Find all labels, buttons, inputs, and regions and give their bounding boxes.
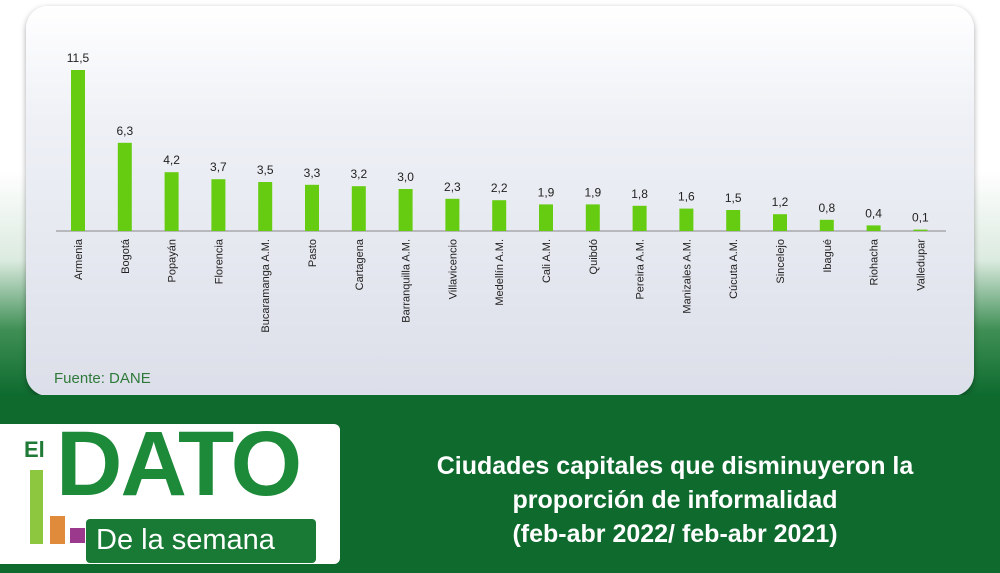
category-label: Cali A.M. — [541, 239, 553, 283]
headline-line-2: proporción de informalidad — [512, 485, 838, 514]
logo-subtitle: De la semana — [96, 524, 275, 556]
value-label: 3,7 — [210, 160, 227, 174]
value-label: 0,1 — [912, 211, 929, 225]
value-label: 0,8 — [818, 201, 835, 215]
bar — [632, 205, 647, 231]
category-label: Valledupar — [915, 239, 927, 291]
category-label: Popayán — [167, 239, 179, 282]
category-label: Florencia — [213, 238, 225, 284]
source-label: Fuente: DANE — [54, 370, 151, 387]
value-label: 0,4 — [865, 206, 882, 220]
bar — [866, 225, 881, 231]
logo-bar-purple — [70, 528, 85, 543]
logo-dato-text: DATO — [56, 413, 302, 515]
headline: Ciudades capitales que disminuyeron la p… — [380, 450, 970, 551]
bar — [492, 200, 507, 231]
category-label: Villavicencio — [447, 239, 459, 299]
bar — [164, 172, 179, 231]
value-label: 3,5 — [257, 163, 274, 177]
category-label: Cúcuta A.M. — [728, 239, 740, 299]
value-label: 2,2 — [491, 181, 508, 195]
value-label: 11,5 — [67, 51, 90, 65]
value-label: 1,5 — [725, 191, 742, 205]
bar — [445, 198, 460, 231]
bar — [351, 186, 366, 231]
category-label: Armenia — [73, 238, 85, 280]
bar — [211, 179, 226, 231]
category-label: Bucaramanga A.M. — [260, 239, 272, 333]
bar — [773, 214, 787, 231]
value-label: 1,6 — [678, 190, 695, 204]
category-label: Pereira A.M. — [635, 239, 647, 300]
bar — [726, 210, 741, 231]
category-label: Sincelejo — [775, 239, 787, 284]
bar — [539, 204, 553, 231]
category-label: Bogotá — [120, 238, 132, 274]
logo-bar-orange — [50, 516, 65, 544]
bar — [819, 219, 834, 231]
headline-line-3: (feb-abr 2022/ feb-abr 2021) — [512, 519, 838, 548]
bar-chart: 11,5 Armenia 6,3 Bogotá 4,2 Popayán 3,7 Florenc… — [56, 51, 946, 333]
category-label: Ibagué — [822, 239, 834, 273]
category-label: Quibdó — [588, 239, 600, 274]
bar — [585, 204, 600, 231]
headline-line-1: Ciudades capitales que disminuyeron la — [436, 452, 914, 480]
category-label: Pasto — [307, 239, 319, 267]
value-label: 3,0 — [397, 170, 414, 184]
value-label: 1,9 — [538, 185, 555, 199]
value-label: 1,8 — [631, 187, 648, 201]
bar — [679, 208, 694, 231]
chart-card: 11,5 Armenia 6,3 Bogotá 4,2 Popayán 3,7 Florenc… — [26, 6, 974, 396]
bar — [398, 189, 413, 231]
bar — [71, 70, 85, 231]
bar — [117, 142, 132, 231]
bar — [258, 182, 273, 231]
value-label: 4,2 — [163, 153, 180, 167]
value-label: 2,3 — [444, 180, 461, 194]
value-label: 1,2 — [772, 195, 789, 209]
value-label: 1,9 — [584, 185, 601, 199]
category-label: Barranquilla A.M. — [401, 239, 413, 323]
logo-subtitle-box — [86, 519, 316, 563]
category-label: Manizales A.M. — [681, 239, 693, 314]
category-label: Cartagena — [354, 238, 366, 290]
value-label: 3,3 — [304, 166, 321, 180]
value-label: 3,2 — [350, 167, 367, 181]
category-label: Riohacha — [869, 238, 881, 285]
bar — [305, 184, 319, 231]
logo-bar-green — [30, 470, 43, 544]
value-label: 6,3 — [116, 124, 133, 138]
category-label: Medellín A.M. — [494, 239, 506, 306]
bar — [913, 229, 928, 231]
logo-el-text: El — [24, 437, 45, 462]
